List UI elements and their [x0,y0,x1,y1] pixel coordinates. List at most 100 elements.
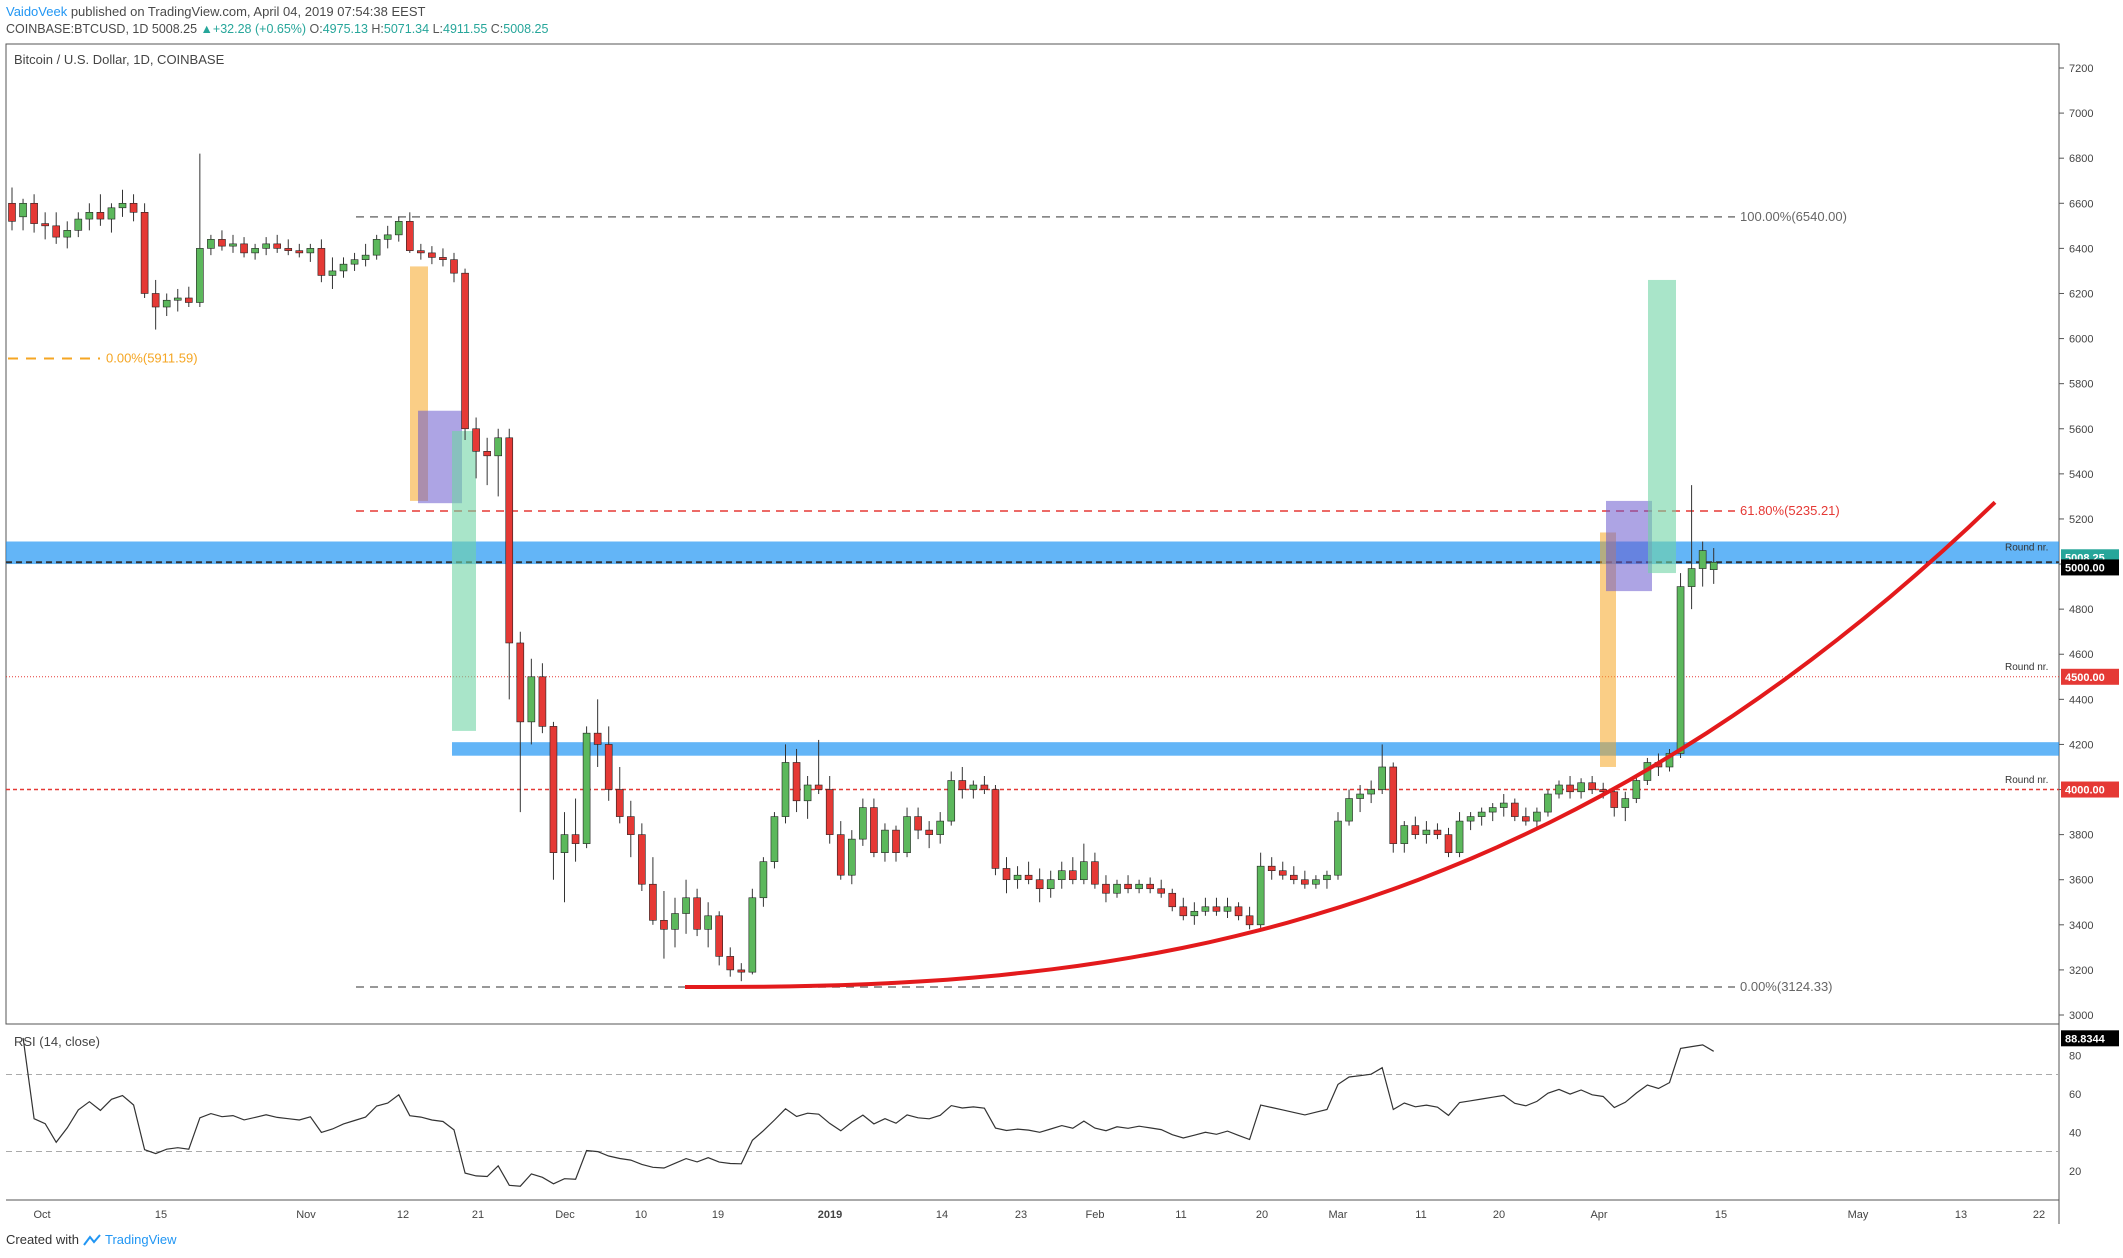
candle [173,288,182,312]
candle [914,807,922,840]
candle-body [339,263,348,272]
low-label: L: [432,22,444,36]
overlays-layer[interactable] [685,500,1997,989]
candles-layer[interactable] [8,153,1718,982]
candle-body [1400,825,1409,844]
candle-body [30,202,38,224]
candle-body [936,820,945,835]
candle [306,243,315,262]
candle [295,243,304,258]
tradingview-brand-link[interactable]: TradingView [104,1232,177,1247]
candle-body [1477,811,1486,817]
candle-body [1709,561,1718,570]
time-tick-label: 14 [936,1209,948,1221]
candle [383,225,392,249]
candle-body [792,762,801,802]
candle [185,286,193,308]
candle [1367,780,1375,804]
candle [649,857,657,925]
candle-body [1146,883,1154,890]
candle-body [1157,888,1165,894]
change-value: +32.28 (+0.65%) [212,22,307,36]
candle [1013,866,1022,889]
level-4000-tag: 4000.00 [2065,785,2105,797]
candle [925,821,933,849]
candle-body [892,829,900,853]
rsi-tick-label: 40 [2069,1127,2081,1139]
candle [1057,861,1066,889]
candle [273,234,282,253]
last-price: 5008.25 [151,22,198,36]
time-tick-label: Nov [296,1209,316,1221]
candle-body [1367,789,1375,795]
candle [85,203,94,231]
candle [825,775,834,844]
candle-body [461,272,469,430]
candle [582,726,591,849]
candle-body [1278,870,1287,876]
candle [969,780,978,799]
candle [1345,789,1353,826]
candle [1024,861,1033,885]
open-value: 4975.13 [322,22,368,36]
candle [1146,877,1154,894]
candle-body [1499,802,1508,808]
candle [737,963,746,982]
candle-body [1256,865,1265,926]
candle-body [140,212,149,294]
candle-body [626,816,635,835]
candle [328,257,337,289]
fib-label-orange: 0.00%(5911.59) [106,351,198,366]
close-value: 5008.25 [503,22,549,36]
candle [1113,879,1121,898]
candle-body [284,248,293,251]
candle [472,417,480,479]
candle [671,897,679,948]
candle-body [693,897,701,930]
candle-body [1676,586,1685,754]
time-tick-label: 11 [1415,1209,1426,1221]
candle [196,153,204,308]
high-value: 5071.34 [383,22,430,36]
candle-body [1588,782,1596,790]
candle [1455,812,1464,858]
candle [1290,866,1298,885]
author-link[interactable]: VaidoVeek [6,4,68,19]
candle-body [549,726,558,853]
candle [538,663,547,734]
candle [450,252,458,283]
candle-body [726,956,735,971]
candle-body [980,784,989,790]
candle-body [273,243,282,249]
candle-body [1234,906,1243,917]
candle-body [715,915,724,957]
candle-body [1334,820,1342,876]
rsi-line [22,1037,1715,1187]
candle-body [162,299,171,308]
candle [1157,879,1165,898]
candle [892,825,900,862]
candle-body [881,829,889,853]
candle-body [671,913,679,930]
candle [748,888,757,975]
candle-body [428,252,436,258]
candle-body [405,221,414,251]
round-nr-label: Round nr. [2005,775,2048,786]
candle [1610,787,1619,817]
candle-body [1632,780,1641,799]
level-5000-tag-bg [2061,559,2119,576]
candle-body [173,297,182,301]
candle-body [394,221,403,236]
candle [1278,861,1287,880]
candle [604,726,613,801]
candle [63,221,72,249]
rsi-last-bg [2061,1030,2119,1047]
time-tick-label: Mar [1329,1209,1348,1221]
candle [560,812,569,903]
candle [660,890,668,959]
candle [1488,803,1497,822]
candle [682,879,690,934]
candle [30,194,38,233]
candle-body [638,834,646,885]
